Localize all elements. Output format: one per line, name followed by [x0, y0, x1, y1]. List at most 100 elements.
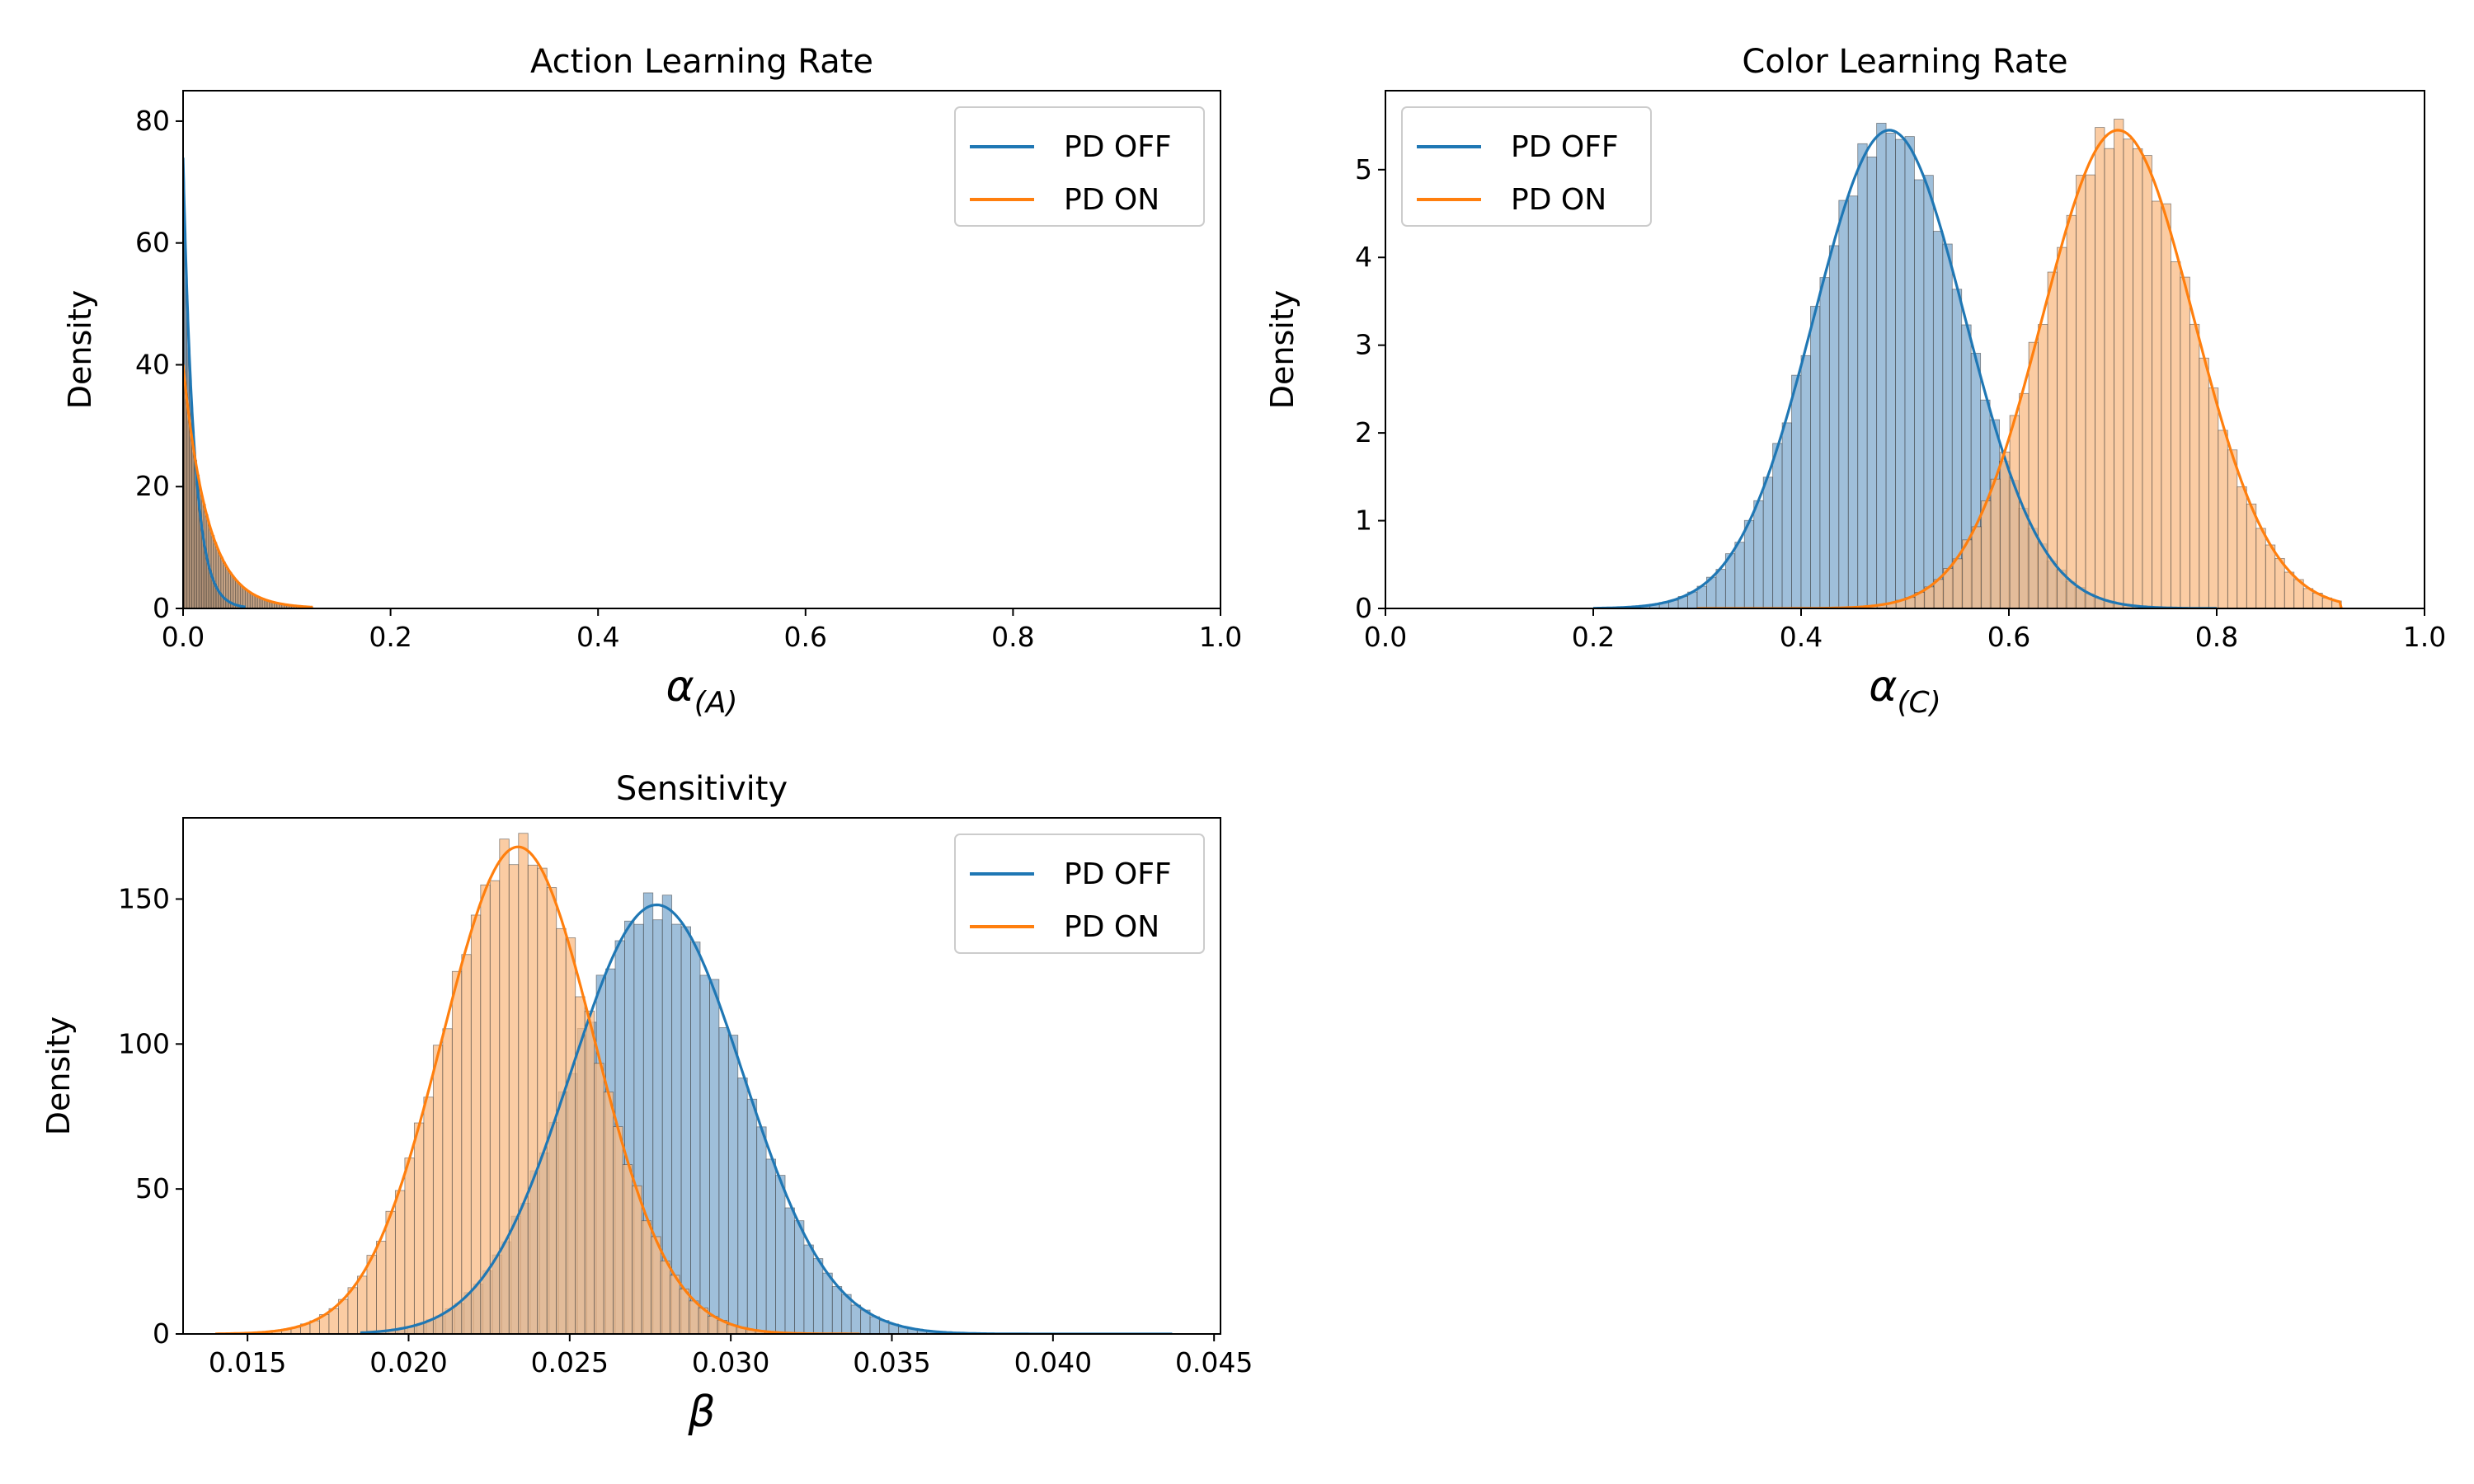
histogram-bar — [424, 1097, 433, 1334]
histogram-bar — [2189, 324, 2199, 608]
y-tick-label: 50 — [135, 1172, 170, 1205]
legend-label-pd-off: PD OFF — [1064, 857, 1172, 891]
plot-area — [1593, 120, 2341, 608]
x-tick-label: 0.4 — [1780, 621, 1823, 653]
histogram-bar — [348, 1288, 357, 1334]
y-tick-label: 0 — [153, 1317, 170, 1350]
x-tick-label: 1.0 — [2403, 621, 2446, 653]
histogram-bar — [700, 975, 709, 1334]
histogram-bar — [2265, 545, 2274, 608]
histogram-pd-on — [183, 371, 313, 608]
histogram-bar — [1839, 200, 1848, 608]
histogram-bar — [557, 928, 566, 1334]
histogram-bar — [1782, 423, 1791, 608]
histogram-bar — [1934, 580, 1943, 608]
histogram-bar — [2039, 324, 2048, 608]
legend-label-pd-off: PD OFF — [1511, 130, 1619, 164]
y-tick-label: 40 — [135, 348, 170, 380]
legend-label-pd-on: PD ON — [1511, 183, 1606, 217]
histogram-bar — [2124, 139, 2133, 608]
histogram-bar — [689, 1301, 698, 1334]
y-tick-label: 80 — [135, 105, 170, 137]
histogram-bar — [1744, 520, 1753, 608]
histogram-bar — [395, 1190, 404, 1334]
chart-panel: 0.015 0.020 0.025 0.030 0.035 0.040 0.04505010… — [40, 770, 1253, 1437]
y-tick-label: 0 — [1355, 592, 1372, 624]
histogram-bar — [823, 1273, 832, 1334]
histogram-bar — [1867, 157, 1876, 608]
histogram-bar — [2237, 486, 2246, 608]
histogram-bar — [776, 1176, 785, 1334]
x-tick-label: 0.2 — [369, 621, 412, 653]
histogram-bar — [1773, 444, 1782, 608]
y-tick-label: 5 — [1355, 153, 1372, 186]
histogram-bar — [681, 927, 690, 1334]
histogram-bar — [452, 971, 461, 1334]
histogram-bar — [794, 1221, 803, 1334]
chart-title: Sensitivity — [616, 770, 788, 808]
histogram-bar — [481, 885, 490, 1334]
histogram-bar — [832, 1286, 841, 1334]
histogram-bar — [1914, 180, 1923, 608]
histogram-bar — [1848, 196, 1857, 608]
y-tick-label: 1 — [1355, 505, 1372, 537]
histogram-bar — [538, 868, 547, 1334]
y-tick-label: 3 — [1355, 329, 1372, 361]
histogram-bar — [766, 1159, 775, 1334]
histogram-bar — [1933, 232, 1942, 608]
histogram-bar — [2058, 247, 2067, 608]
histogram-bar — [851, 1305, 860, 1334]
chart-title: Color Learning Rate — [1742, 43, 2067, 81]
y-axis-label: Density — [1264, 290, 1300, 409]
histogram-bar — [642, 1221, 651, 1334]
histogram-bar — [623, 1165, 632, 1334]
legend-label-pd-on: PD ON — [1064, 910, 1159, 944]
histogram-bar — [2227, 450, 2236, 608]
histogram-bar — [2199, 358, 2208, 608]
histogram-bar — [1858, 143, 1867, 608]
histogram-bar — [2077, 175, 2086, 608]
histogram-bar — [2275, 558, 2284, 608]
histogram-bar — [414, 1123, 423, 1334]
y-axis-label: Density — [62, 290, 98, 409]
histogram-bar — [386, 1211, 395, 1334]
histogram-bar — [519, 834, 528, 1334]
histogram-bar — [367, 1256, 376, 1334]
histogram-bar — [1716, 570, 1725, 608]
histogram-bar — [757, 1127, 766, 1334]
x-tick-label: 0.8 — [991, 621, 1034, 653]
y-tick-label: 0 — [153, 592, 170, 624]
histogram-bar — [462, 955, 471, 1334]
histogram-bar — [443, 1029, 452, 1334]
histogram-bar — [509, 865, 518, 1334]
histogram-bar — [405, 1158, 414, 1334]
histogram-bar — [2029, 342, 2038, 608]
legend-label-pd-off: PD OFF — [1064, 130, 1172, 164]
histogram-bar — [670, 1275, 680, 1334]
histogram-bar — [1991, 479, 2000, 608]
histogram-bar — [1886, 134, 1895, 608]
x-tick-label: 0.8 — [2195, 621, 2238, 653]
y-tick-label: 60 — [135, 227, 170, 259]
x-tick-label: 0.6 — [784, 621, 827, 653]
y-tick-label: 100 — [118, 1027, 170, 1059]
histogram-bar — [1972, 527, 1981, 608]
y-tick-label: 20 — [135, 470, 170, 502]
histogram-bar — [2180, 277, 2189, 608]
histogram-bar — [2095, 128, 2105, 608]
histogram-bar — [338, 1299, 347, 1334]
histogram-bar — [433, 1045, 442, 1334]
histogram-bar — [804, 1245, 813, 1334]
histogram-bar — [500, 839, 509, 1334]
histogram-bar — [2171, 261, 2180, 608]
histogram-bar — [2161, 204, 2171, 608]
histogram-bar — [2067, 215, 2076, 608]
histogram-bar — [1763, 477, 1772, 608]
legend: PD OFFPD ON — [955, 107, 1204, 226]
x-tick-label: 0.020 — [369, 1346, 447, 1378]
histogram-bar — [633, 1186, 642, 1334]
y-tick-label: 4 — [1355, 241, 1372, 273]
histogram-bar — [2133, 148, 2142, 608]
x-tick-label: 0.045 — [1175, 1346, 1253, 1378]
histogram-bar — [1896, 139, 1905, 608]
